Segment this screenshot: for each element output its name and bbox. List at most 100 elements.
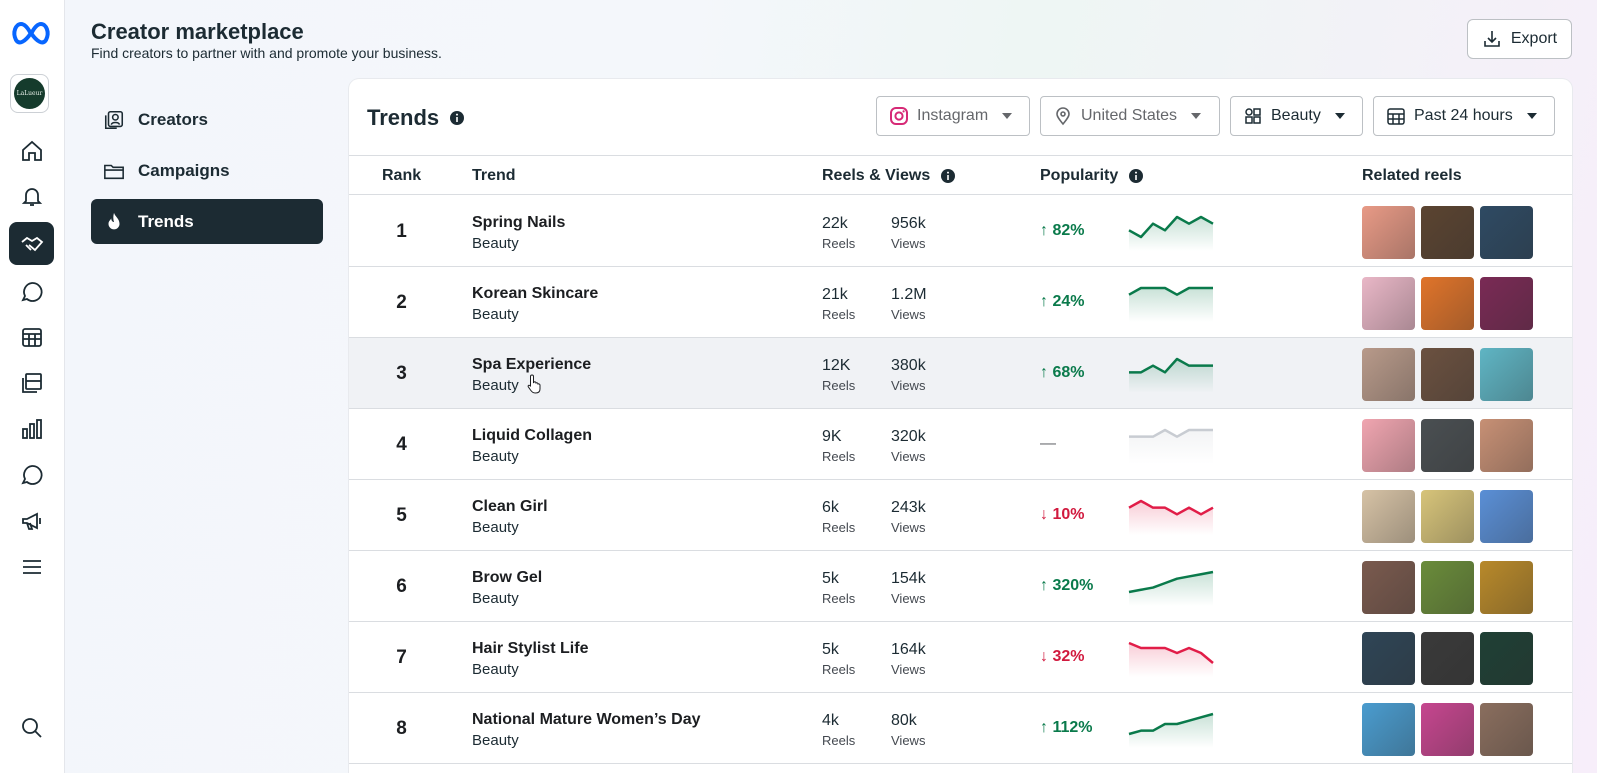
messages-icon[interactable] — [9, 270, 54, 313]
location-filter-dropdown[interactable]: United States — [1040, 96, 1220, 136]
reel-thumbnail[interactable] — [1421, 419, 1474, 472]
reel-thumbnail[interactable] — [1362, 490, 1415, 543]
sparkline-area — [1129, 714, 1213, 748]
sparkline-line — [1128, 286, 1213, 296]
table-row[interactable]: 4 Liquid Collagen Beauty 9K Reels 320k Views — — [349, 409, 1572, 480]
reel-thumbnail[interactable] — [1362, 348, 1415, 401]
popularity-change: ↑ 82% — [1040, 222, 1085, 239]
trend-name[interactable]: Korean Skincare — [472, 285, 599, 302]
home-icon[interactable] — [9, 129, 54, 172]
views-label: Views — [891, 662, 926, 677]
reels-label: Reels — [822, 307, 856, 322]
sidenav-item-creators[interactable]: Creators — [91, 97, 323, 142]
popularity-change: ↑ 68% — [1040, 364, 1085, 381]
reels-label: Reels — [822, 662, 856, 677]
sidenav-item-trends[interactable]: Trends — [91, 199, 323, 244]
search-icon[interactable] — [9, 706, 54, 749]
reel-thumbnail[interactable] — [1421, 348, 1474, 401]
trend-name[interactable]: Spa Experience — [472, 356, 592, 373]
reel-thumbnail[interactable] — [1480, 206, 1533, 259]
category-grid-icon — [1245, 108, 1261, 124]
reel-thumbnail[interactable] — [1480, 419, 1533, 472]
views-stat: 154k Views — [891, 570, 926, 606]
content-icon[interactable] — [9, 361, 54, 404]
reel-thumbnail[interactable] — [1362, 419, 1415, 472]
reel-thumbnail[interactable] — [1362, 206, 1415, 259]
reel-thumbnail[interactable] — [1362, 277, 1415, 330]
export-button[interactable]: Export — [1467, 19, 1572, 59]
reel-thumbnail[interactable] — [1480, 632, 1533, 685]
table-row[interactable]: 5 Clean Girl Beauty 6k Reels 243k Views ↓ 10% — [349, 480, 1572, 551]
views-label: Views — [891, 520, 926, 535]
calendar-icon[interactable] — [9, 315, 54, 358]
info-icon[interactable] — [1128, 168, 1144, 184]
reel-thumbnail[interactable] — [1421, 206, 1474, 259]
table-row[interactable]: 2 Korean Skincare Beauty 21k Reels 1.2M Views ↑… — [349, 267, 1572, 338]
sidenav-item-campaigns[interactable]: Campaigns — [91, 148, 323, 193]
reels-stat: 5k Reels — [822, 641, 855, 677]
category-filter-dropdown[interactable]: Beauty — [1230, 96, 1363, 136]
table-row[interactable]: 3 Spa Experience Beauty 12K Reels 380k Views ↑ … — [349, 338, 1572, 409]
trend-name[interactable]: Clean Girl — [472, 498, 548, 515]
handshake-icon[interactable] — [9, 222, 54, 265]
reel-thumbnail[interactable] — [1480, 703, 1533, 756]
notifications-icon[interactable] — [9, 174, 54, 217]
folder-icon — [104, 164, 124, 179]
column-reels-views[interactable]: Reels & Views — [822, 167, 956, 185]
views-stat: 380k Views — [891, 357, 926, 393]
meta-logo-icon[interactable] — [10, 18, 52, 48]
popularity-change: ↓ 32% — [1040, 648, 1085, 665]
reels-label: Reels — [822, 733, 856, 748]
table-row[interactable]: 1 Spring Nails Beauty 22k Reels 956k Views ↑ 82… — [349, 196, 1572, 267]
trend-name[interactable]: Brow Gel — [472, 569, 543, 586]
reel-thumbnail[interactable] — [1421, 561, 1474, 614]
category-filter-value: Beauty — [1271, 107, 1321, 124]
inbox-icon[interactable] — [9, 453, 54, 496]
reel-thumbnail[interactable] — [1362, 561, 1415, 614]
column-popularity[interactable]: Popularity — [1040, 167, 1144, 185]
sparkline-area — [1129, 217, 1213, 251]
ads-megaphone-icon[interactable] — [9, 499, 54, 542]
sidenav-creators-label: Creators — [138, 109, 208, 129]
reel-thumbnail[interactable] — [1480, 561, 1533, 614]
reel-thumbnail[interactable] — [1421, 632, 1474, 685]
reel-thumbnail[interactable] — [1480, 348, 1533, 401]
trend-name[interactable]: Hair Stylist Life — [472, 640, 589, 657]
trend-name[interactable]: Liquid Collagen — [472, 427, 592, 444]
column-rank-label: Rank — [382, 167, 422, 184]
menu-icon[interactable] — [9, 545, 54, 588]
views-count: 380k — [891, 357, 926, 374]
trend-rank: 3 — [396, 363, 407, 384]
reel-thumbnail[interactable] — [1362, 632, 1415, 685]
column-trend-label: Trend — [472, 167, 516, 184]
table-row[interactable]: 7 Hair Stylist Life Beauty 5k Reels 164k Views… — [349, 622, 1572, 693]
reel-thumbnail[interactable] — [1421, 490, 1474, 543]
creators-icon — [104, 110, 124, 129]
reel-thumbnail[interactable] — [1480, 490, 1533, 543]
account-avatar[interactable]: LaLueur — [10, 74, 49, 113]
instagram-icon — [890, 107, 908, 125]
trend-name[interactable]: Spring Nails — [472, 214, 566, 231]
trends-card: Trends Instagram United States Beauty Pa… — [349, 79, 1572, 773]
reel-thumbnail[interactable] — [1480, 277, 1533, 330]
insights-icon[interactable] — [9, 407, 54, 450]
info-icon[interactable] — [940, 168, 956, 184]
info-icon[interactable] — [449, 110, 465, 126]
reel-thumbnail[interactable] — [1421, 277, 1474, 330]
sparkline-line — [1129, 428, 1213, 438]
reel-thumbnail[interactable] — [1362, 703, 1415, 756]
reels-stat: 12K Reels — [822, 357, 855, 393]
trend-name[interactable]: National Mature Women’s Day — [472, 711, 701, 728]
platform-filter-dropdown[interactable]: Instagram — [876, 96, 1030, 136]
sidenav-trends-label: Trends — [138, 211, 194, 231]
column-rank[interactable]: Rank — [382, 167, 421, 185]
table-row[interactable]: 8 National Mature Women’s Day Beauty 4k Reel… — [349, 693, 1572, 764]
table-row[interactable]: 6 Brow Gel Beauty 5k Reels 154k Views ↑ 320% — [349, 551, 1572, 622]
period-filter-dropdown[interactable]: Past 24 hours — [1373, 96, 1555, 136]
reels-label: Reels — [822, 236, 856, 251]
popularity-change: — — [1040, 435, 1056, 452]
trend-rank: 1 — [396, 221, 407, 242]
reels-stat: 22k Reels — [822, 215, 855, 251]
reel-thumbnail[interactable] — [1421, 703, 1474, 756]
column-trend[interactable]: Trend — [472, 167, 516, 185]
